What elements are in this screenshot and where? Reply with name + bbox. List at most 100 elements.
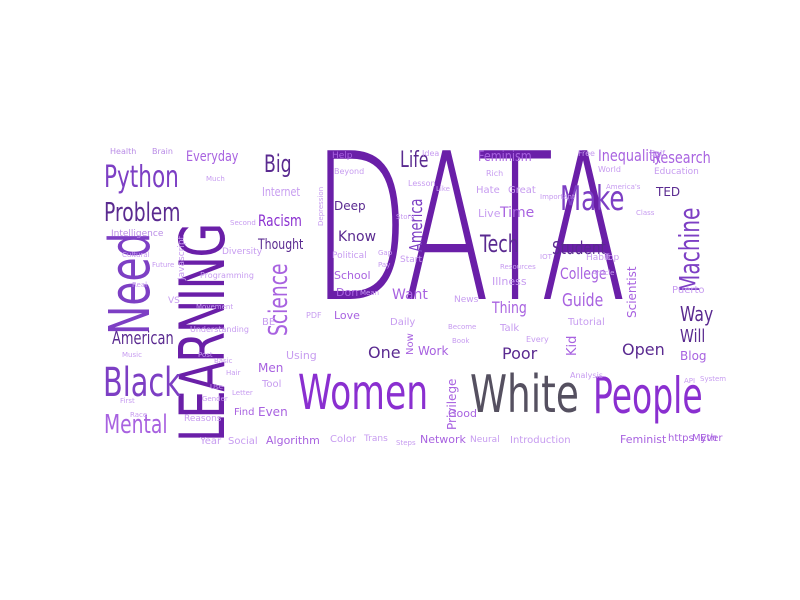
word-college: College	[560, 264, 607, 283]
word-scientist: Scientist	[625, 266, 639, 318]
word-americas: America's	[606, 183, 641, 191]
word-machine: Machine	[673, 207, 706, 292]
word-depression: Depression	[317, 186, 325, 226]
word-inequality: Inequality	[598, 146, 662, 165]
word-reasons: Reasons	[184, 414, 222, 424]
word-pdf: PDF	[306, 311, 322, 320]
word-world: World	[598, 165, 621, 174]
word-cultural: Cultural	[122, 251, 150, 259]
word-school: School	[334, 269, 371, 282]
word-diversity: Diversity	[222, 247, 263, 257]
word-basic: Basic	[214, 357, 233, 365]
word-ever: Ever	[700, 433, 723, 444]
word-blog: Blog	[680, 349, 707, 363]
word-steps: Steps	[396, 439, 416, 447]
word-resources: Resources	[500, 263, 536, 271]
word-first: First	[120, 397, 135, 405]
word-social: Social	[228, 436, 258, 447]
word-article: Article	[592, 269, 615, 277]
word-life: Life	[400, 148, 429, 173]
word-puerto: Puerto	[672, 285, 705, 296]
word-internet: Internet	[262, 185, 301, 199]
word-year: Year	[200, 436, 222, 447]
word-music: Music	[122, 351, 142, 359]
word-talk: Talk	[500, 323, 520, 334]
word-great: Great	[508, 185, 536, 196]
word-neural: Neural	[470, 435, 500, 445]
word-race: Race	[130, 411, 148, 419]
word-idea: Idea	[422, 149, 440, 158]
word-pay: Pay	[378, 261, 391, 269]
word-news: News	[454, 295, 479, 305]
word-education: Education	[654, 167, 699, 177]
word-analysis: Analysis	[570, 371, 603, 380]
word-javascript: Javascript	[177, 235, 187, 280]
word-work: Work	[418, 344, 449, 358]
word-feminist: Feminist	[620, 433, 667, 446]
word-guide: Guide	[562, 290, 604, 311]
word-health: Health	[110, 147, 137, 156]
word-introduction: Introduction	[510, 435, 571, 446]
word-research: Research	[652, 148, 711, 167]
word-one: One	[368, 343, 401, 362]
word-good: Good	[448, 407, 477, 420]
word-system: System	[700, 375, 727, 383]
word-understanding: Understanding	[190, 325, 249, 334]
word-rich: Rich	[486, 169, 504, 178]
word-thought: Thought	[258, 237, 304, 253]
word-future: Future	[152, 261, 175, 269]
word-be: BE	[262, 317, 276, 328]
word-programming: Programming	[200, 271, 254, 280]
word-every: Every	[526, 335, 549, 344]
word-letter: Letter	[232, 389, 253, 397]
word-hair: Hair	[226, 369, 241, 377]
word-python: Python	[104, 160, 179, 195]
word-know: Know	[338, 229, 377, 245]
word-black: Black	[103, 360, 181, 406]
word-movement: Movement	[196, 303, 234, 311]
word-become: Become	[448, 323, 477, 331]
word-live: Live	[478, 207, 501, 220]
word-open: Open	[622, 340, 665, 359]
word-help: Help	[332, 151, 353, 161]
word-hate: Hate	[476, 185, 500, 196]
word-find: Find	[234, 407, 255, 418]
word-gender: Gender	[202, 395, 228, 403]
word-tutorial: Tutorial	[568, 317, 605, 328]
word-will: Will	[680, 326, 706, 347]
word-love: Love	[334, 309, 360, 322]
word-gap: Gap	[378, 249, 393, 257]
word-mean: Mean	[360, 289, 380, 297]
word-use: Use	[210, 383, 224, 391]
word-student: Student	[552, 238, 606, 259]
word-illness: Illness	[492, 275, 527, 288]
word-make: Make	[560, 179, 625, 219]
word-don: Don	[336, 286, 359, 299]
word-color: Color	[330, 434, 357, 445]
word-using: Using	[286, 349, 317, 362]
word-beyond: Beyond	[334, 167, 365, 176]
word-free: Free	[578, 149, 595, 158]
word-lesson: Lesson	[408, 179, 436, 188]
word-https: https	[668, 433, 694, 444]
word-american: American	[112, 328, 174, 349]
word-problem: Problem	[104, 198, 181, 228]
word-tech: Tech	[480, 230, 519, 258]
word-people: People	[593, 367, 703, 425]
word-much: Much	[206, 175, 225, 183]
word-top: Top	[604, 253, 620, 263]
word-america: America	[406, 198, 427, 252]
word-habit: Habit	[586, 253, 611, 263]
word-brain: Brain	[152, 147, 173, 156]
word-way: Way	[680, 302, 714, 326]
word-network: Network	[420, 433, 466, 446]
word-everyday: Everyday	[186, 149, 239, 165]
word-ted: TED	[656, 185, 681, 199]
word-intelligence: Intelligence	[111, 229, 164, 239]
word-trans: Trans	[364, 434, 388, 444]
word-like: Like	[436, 185, 450, 193]
word-daily: Daily	[390, 317, 416, 328]
word-start: Start	[400, 255, 422, 265]
word-kid: Kid	[565, 335, 580, 356]
